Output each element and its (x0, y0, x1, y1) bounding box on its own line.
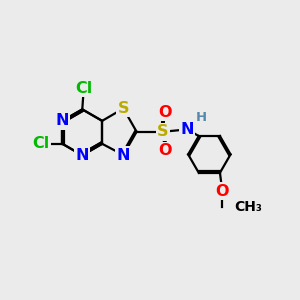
Text: N: N (117, 148, 130, 163)
Text: N: N (56, 113, 69, 128)
Text: S: S (158, 124, 169, 139)
Text: O: O (158, 105, 171, 120)
Text: O: O (158, 143, 171, 158)
Text: H: H (196, 111, 207, 124)
Text: N: N (76, 148, 89, 163)
Text: CH₃: CH₃ (235, 200, 262, 214)
Text: O: O (216, 184, 229, 199)
Text: Cl: Cl (75, 81, 92, 96)
Text: S: S (118, 101, 129, 116)
Text: N: N (181, 122, 194, 137)
Text: Cl: Cl (33, 136, 50, 151)
